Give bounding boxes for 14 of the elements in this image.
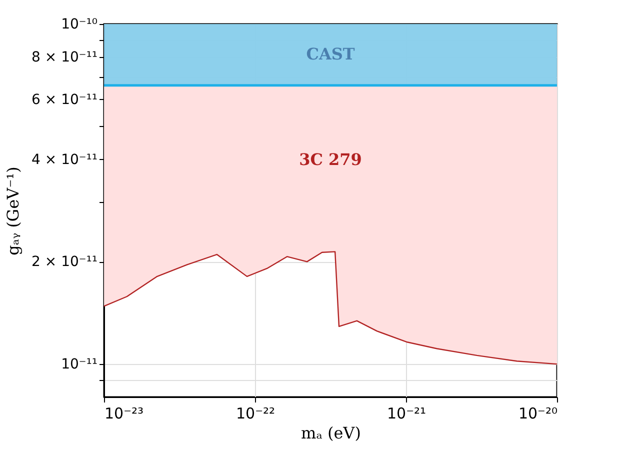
- y-tick-label: 10⁻¹⁰: [61, 16, 98, 32]
- x-tick-label: 10⁻²¹: [386, 404, 426, 422]
- x-tick-label: 10⁻²³: [104, 404, 144, 422]
- y-axis-title: gₐᵧ (GeV⁻¹): [4, 166, 23, 256]
- x-tick-label: 10⁻²²: [236, 404, 276, 422]
- x-tick-label: 10⁻²⁰: [518, 404, 558, 422]
- y-tick-label: 4 × 10⁻¹¹: [32, 152, 98, 168]
- band-label: CAST: [306, 44, 355, 64]
- text: 3C 279: [299, 150, 362, 170]
- y-tick-label: 2 × 10⁻¹¹: [32, 254, 98, 270]
- y-tick-label: 8 × 10⁻¹¹: [32, 49, 98, 66]
- y-tick-label: 10⁻¹¹: [61, 356, 98, 373]
- y-tick-label: 6 × 10⁻¹¹: [32, 92, 98, 108]
- x-axis-title: mₐ (eV): [301, 424, 361, 442]
